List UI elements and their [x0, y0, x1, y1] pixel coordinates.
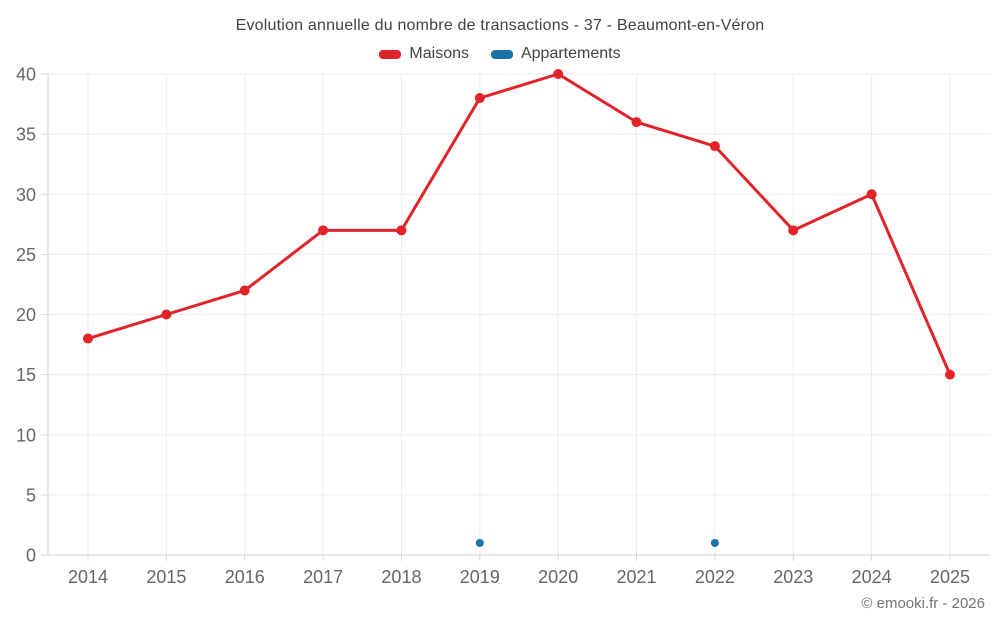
data-point-maisons[interactable] — [788, 225, 799, 236]
legend-label-appartements: Appartements — [520, 45, 621, 62]
data-point-maisons[interactable] — [396, 225, 407, 236]
y-tick-label: 10 — [16, 425, 36, 445]
x-tick-label: 2022 — [695, 567, 735, 587]
x-tick-label: 2015 — [146, 567, 186, 587]
y-tick-label: 30 — [16, 185, 36, 205]
legend-swatch-appartements-icon — [490, 49, 513, 59]
x-tick-label: 2016 — [225, 567, 265, 587]
data-point-maisons[interactable] — [239, 285, 250, 296]
data-point-maisons[interactable] — [161, 309, 172, 320]
data-point-appartements[interactable] — [475, 538, 484, 547]
legend-swatch-maisons-icon — [379, 49, 402, 59]
data-point-maisons[interactable] — [474, 93, 485, 104]
series-line-maisons — [86, 72, 952, 377]
y-tick-label: 5 — [26, 485, 36, 505]
y-tick-label: 25 — [16, 245, 36, 265]
data-point-appartements[interactable] — [710, 538, 719, 547]
data-point-maisons[interactable] — [945, 369, 955, 380]
x-tick-label: 2021 — [617, 567, 657, 587]
y-tick-label: 35 — [16, 125, 36, 145]
x-tick-label: 2017 — [303, 567, 343, 587]
y-tick-label: 20 — [16, 305, 36, 325]
data-point-maisons[interactable] — [553, 69, 564, 79]
x-tick-label: 2020 — [538, 567, 578, 587]
legend-label-maisons: Maisons — [409, 45, 469, 62]
x-tick-label: 2019 — [460, 567, 500, 587]
y-tick-label: 40 — [16, 65, 36, 85]
x-tick-label: 2023 — [773, 567, 813, 587]
data-point-maisons[interactable] — [83, 333, 93, 344]
y-tick-label: 15 — [16, 365, 36, 385]
x-tick-label: 2018 — [381, 567, 421, 587]
data-point-maisons[interactable] — [866, 189, 877, 200]
x-tick-label: 2024 — [852, 567, 892, 587]
chart-legend: Maisons Appartements — [0, 45, 1000, 63]
chart-title: Evolution annuelle du nombre de transact… — [235, 17, 765, 34]
x-tick-label: 2025 — [930, 567, 970, 587]
copyright-watermark: © emooki.fr - 2026 — [861, 595, 985, 612]
legend-item-maisons[interactable]: Maisons — [379, 45, 469, 63]
legend-item-appartements[interactable]: Appartements — [490, 45, 621, 63]
data-point-maisons[interactable] — [631, 117, 642, 128]
y-tick-label: 0 — [26, 546, 36, 566]
data-point-maisons[interactable] — [709, 141, 720, 152]
data-point-maisons[interactable] — [318, 225, 329, 236]
x-tick-label: 2014 — [68, 567, 108, 587]
